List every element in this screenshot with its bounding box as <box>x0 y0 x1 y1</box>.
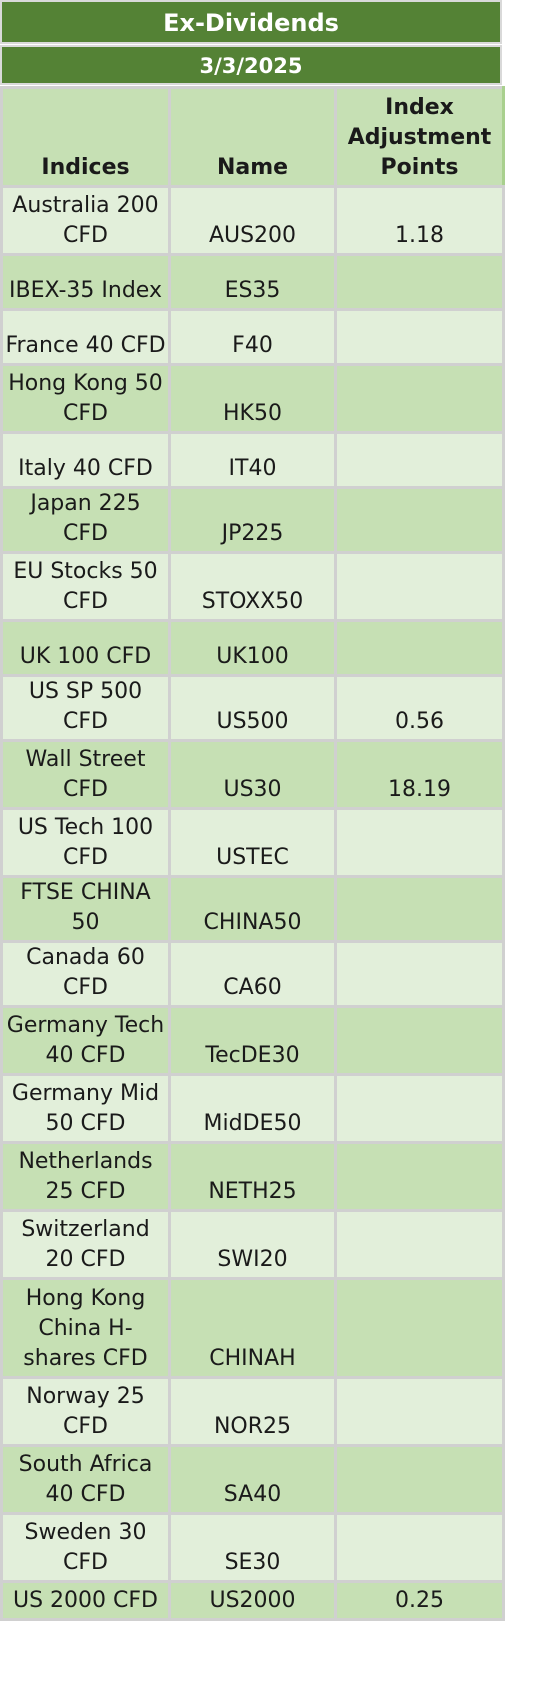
cell-name: NOR25 <box>168 1376 337 1447</box>
cell-name: IT40 <box>168 431 337 489</box>
cell-adjustment-points <box>334 431 505 489</box>
table-row: EU Stocks 50 CFD STOXX50 <box>0 551 505 622</box>
table-row: Norway 25 CFD NOR25 <box>0 1376 505 1447</box>
cell-adjustment-points <box>334 551 505 622</box>
table-row: FTSE CHINA 50 CHINA50 <box>0 875 505 943</box>
cell-adjustment-points: 0.56 <box>334 674 505 742</box>
cell-index: France 40 CFD <box>0 308 171 366</box>
cell-index: Sweden 30 CFD <box>0 1512 171 1583</box>
cell-adjustment-points <box>334 1512 505 1583</box>
cell-name: F40 <box>168 308 337 366</box>
cell-name: SA40 <box>168 1444 337 1515</box>
cell-name: UK100 <box>168 619 337 677</box>
table-row: US 2000 CFD US2000 0.25 <box>0 1580 505 1621</box>
sheet-title: Ex-Dividends <box>0 0 502 44</box>
table-row: Germany Tech 40 CFD TecDE30 <box>0 1005 505 1076</box>
cell-index: FTSE CHINA 50 <box>0 875 171 943</box>
cell-adjustment-points <box>334 253 505 311</box>
cell-name: US30 <box>168 739 337 810</box>
cell-index: Norway 25 CFD <box>0 1376 171 1447</box>
cell-index: IBEX-35 Index <box>0 253 171 311</box>
header-name: Name <box>168 86 337 188</box>
cell-index: Canada 60 CFD <box>0 940 171 1008</box>
cell-name: ES35 <box>168 253 337 311</box>
cell-adjustment-points <box>334 486 505 554</box>
table-row: Australia 200 CFD AUS200 1.18 <box>0 185 505 256</box>
table-row: Japan 225 CFD JP225 <box>0 486 505 554</box>
cell-adjustment-points <box>334 875 505 943</box>
table-row: US SP 500 CFD US500 0.56 <box>0 674 505 742</box>
cell-adjustment-points: 18.19 <box>334 739 505 810</box>
cell-adjustment-points <box>334 308 505 366</box>
cell-adjustment-points <box>334 1073 505 1144</box>
cell-adjustment-points <box>334 1376 505 1447</box>
cell-index: US 2000 CFD <box>0 1580 171 1621</box>
cell-index: UK 100 CFD <box>0 619 171 677</box>
cell-name: SE30 <box>168 1512 337 1583</box>
sheet-date: 3/3/2025 <box>0 45 502 85</box>
table-row: Hong Kong China H-shares CFD CHINAH <box>0 1277 505 1379</box>
table-row: US Tech 100 CFD USTEC <box>0 807 505 878</box>
cell-index: Australia 200 CFD <box>0 185 171 256</box>
cell-index: Germany Mid 50 CFD <box>0 1073 171 1144</box>
table-row: Hong Kong 50 CFD HK50 <box>0 363 505 434</box>
table-row: Germany Mid 50 CFD MidDE50 <box>0 1073 505 1144</box>
cell-name: CA60 <box>168 940 337 1008</box>
cell-name: MidDE50 <box>168 1073 337 1144</box>
cell-name: STOXX50 <box>168 551 337 622</box>
table-row: Canada 60 CFD CA60 <box>0 940 505 1008</box>
header-indices: Indices <box>0 86 171 188</box>
cell-adjustment-points <box>334 807 505 878</box>
cell-index: US SP 500 CFD <box>0 674 171 742</box>
header-index-adjustment-points: Index Adjustment Points <box>334 86 505 188</box>
cell-adjustment-points: 0.25 <box>334 1580 505 1621</box>
cell-index: US Tech 100 CFD <box>0 807 171 878</box>
table-body: Australia 200 CFD AUS200 1.18 IBEX-35 Index… <box>0 185 505 1621</box>
cell-adjustment-points <box>334 1141 505 1212</box>
cell-index: Switzerland 20 CFD <box>0 1209 171 1280</box>
ex-dividends-table: Indices Name Index Adjustment Points Aus… <box>0 86 505 1621</box>
table-row: Sweden 30 CFD SE30 <box>0 1512 505 1583</box>
cell-name: US500 <box>168 674 337 742</box>
cell-name: USTEC <box>168 807 337 878</box>
cell-name: JP225 <box>168 486 337 554</box>
cell-name: SWI20 <box>168 1209 337 1280</box>
cell-index: Hong Kong 50 CFD <box>0 363 171 434</box>
cell-adjustment-points <box>334 1005 505 1076</box>
cell-adjustment-points <box>334 1444 505 1515</box>
cell-adjustment-points <box>334 940 505 1008</box>
cell-name: CHINAH <box>168 1277 337 1379</box>
cell-adjustment-points: 1.18 <box>334 185 505 256</box>
cell-name: NETH25 <box>168 1141 337 1212</box>
cell-index: EU Stocks 50 CFD <box>0 551 171 622</box>
table-row: Netherlands 25 CFD NETH25 <box>0 1141 505 1212</box>
cell-name: CHINA50 <box>168 875 337 943</box>
cell-adjustment-points <box>334 1277 505 1379</box>
cell-name: HK50 <box>168 363 337 434</box>
cell-adjustment-points <box>334 363 505 434</box>
cell-index: South Africa 40 CFD <box>0 1444 171 1515</box>
cell-name: AUS200 <box>168 185 337 256</box>
table-row: Wall Street CFD US30 18.19 <box>0 739 505 810</box>
table-row: Italy 40 CFD IT40 <box>0 431 505 489</box>
cell-index: Germany Tech 40 CFD <box>0 1005 171 1076</box>
cell-index: Japan 225 CFD <box>0 486 171 554</box>
cell-name: TecDE30 <box>168 1005 337 1076</box>
cell-adjustment-points <box>334 1209 505 1280</box>
cell-index: Italy 40 CFD <box>0 431 171 489</box>
cell-index: Wall Street CFD <box>0 739 171 810</box>
ex-dividends-sheet: Ex-Dividends 3/3/2025 Indices Name Index… <box>0 0 505 1621</box>
cell-name: US2000 <box>168 1580 337 1621</box>
table-row: France 40 CFD F40 <box>0 308 505 366</box>
table-row: South Africa 40 CFD SA40 <box>0 1444 505 1515</box>
table-row: IBEX-35 Index ES35 <box>0 253 505 311</box>
table-row: Switzerland 20 CFD SWI20 <box>0 1209 505 1280</box>
table-header-row: Indices Name Index Adjustment Points <box>0 86 505 188</box>
cell-index: Hong Kong China H-shares CFD <box>0 1277 171 1379</box>
cell-index: Netherlands 25 CFD <box>0 1141 171 1212</box>
table-row: UK 100 CFD UK100 <box>0 619 505 677</box>
cell-adjustment-points <box>334 619 505 677</box>
